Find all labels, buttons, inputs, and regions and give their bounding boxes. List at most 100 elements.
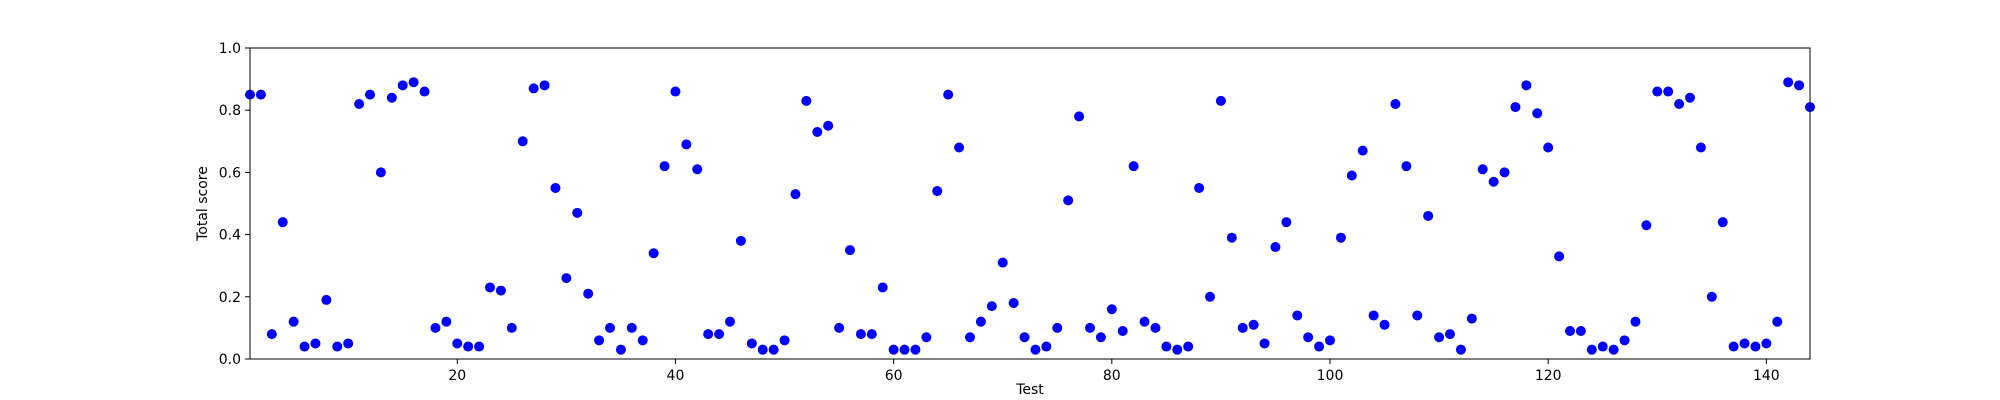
data-point <box>1259 338 1270 349</box>
data-point <box>539 80 550 91</box>
data-point <box>1172 344 1183 355</box>
data-point <box>485 282 495 293</box>
data-point <box>1510 102 1521 113</box>
y-tick-label: 0.6 <box>219 165 241 181</box>
data-points <box>245 77 1815 355</box>
data-point <box>1194 182 1205 193</box>
data-point <box>408 77 419 88</box>
data-point <box>1390 98 1401 109</box>
data-point <box>1575 326 1586 337</box>
data-point <box>1281 217 1292 228</box>
data-point <box>528 83 539 94</box>
data-point <box>1183 341 1194 352</box>
data-point <box>768 344 779 355</box>
data-point <box>550 182 561 193</box>
data-point <box>1739 338 1750 349</box>
data-point <box>1619 335 1630 346</box>
data-point <box>1117 326 1128 337</box>
data-point <box>986 301 997 312</box>
data-point <box>1794 80 1805 91</box>
data-point <box>615 344 626 355</box>
data-point <box>506 322 517 333</box>
data-point <box>1455 344 1466 355</box>
data-point <box>1630 316 1641 327</box>
data-point <box>1423 210 1434 221</box>
data-point <box>452 338 463 349</box>
data-point <box>670 86 681 97</box>
data-point <box>1368 310 1379 321</box>
data-point <box>1652 86 1663 97</box>
data-point <box>1346 170 1357 181</box>
data-point <box>812 126 823 137</box>
x-axis-ticks: 20 40 60 80 100 120 140 <box>448 359 1780 384</box>
data-point <box>888 344 899 355</box>
data-point <box>1434 332 1445 343</box>
data-point <box>845 245 855 256</box>
data-point <box>1783 77 1794 88</box>
data-point <box>1248 319 1259 330</box>
data-point <box>637 335 648 346</box>
data-point <box>703 329 714 340</box>
data-point <box>1314 341 1325 352</box>
data-point <box>1335 232 1346 243</box>
data-point <box>463 341 474 352</box>
data-point <box>332 341 343 352</box>
data-point <box>801 95 812 106</box>
data-point <box>921 332 932 343</box>
data-point <box>735 235 746 246</box>
data-point <box>1717 217 1728 228</box>
data-point <box>1226 232 1237 243</box>
data-point <box>495 285 506 296</box>
x-axis-label: Test <box>1015 382 1044 398</box>
data-point <box>1401 161 1412 172</box>
data-point <box>1292 310 1303 321</box>
data-point <box>1008 298 1019 309</box>
data-point <box>965 332 975 343</box>
data-point <box>266 329 277 340</box>
data-point <box>1608 344 1619 355</box>
data-point <box>1466 313 1477 324</box>
data-point <box>823 120 834 131</box>
data-point <box>288 316 299 327</box>
data-point <box>648 248 659 259</box>
data-point <box>1095 332 1106 343</box>
data-point <box>386 92 397 103</box>
data-point <box>932 186 943 197</box>
data-point <box>1641 220 1652 231</box>
data-point <box>1554 251 1565 262</box>
data-point <box>1412 310 1423 321</box>
data-point <box>1445 329 1455 340</box>
data-point <box>1586 344 1597 355</box>
data-point <box>354 98 365 109</box>
data-point <box>954 142 965 153</box>
x-tick-label: 40 <box>667 368 685 384</box>
data-point <box>692 164 703 175</box>
data-point <box>997 257 1008 268</box>
data-point <box>1728 341 1739 352</box>
data-point <box>790 189 801 200</box>
data-point <box>1488 176 1499 187</box>
x-tick-label: 80 <box>1103 368 1121 384</box>
x-tick-label: 20 <box>448 368 466 384</box>
data-point <box>255 89 266 100</box>
data-point <box>1052 322 1063 333</box>
data-point <box>1085 322 1095 333</box>
data-point <box>626 322 637 333</box>
data-point <box>419 86 430 97</box>
data-point <box>310 338 321 349</box>
data-point <box>1237 322 1248 333</box>
data-point <box>866 329 877 340</box>
y-tick-label: 0.4 <box>219 228 241 244</box>
data-point <box>975 316 986 327</box>
x-tick-label: 100 <box>1317 368 1344 384</box>
y-tick-label: 0.0 <box>219 352 241 368</box>
data-point <box>1597 341 1608 352</box>
data-point <box>343 338 354 349</box>
data-point <box>779 335 790 346</box>
y-tick-label: 1.0 <box>219 41 241 57</box>
data-point <box>365 89 375 100</box>
data-point <box>725 316 735 327</box>
data-point <box>1150 322 1161 333</box>
data-point <box>1019 332 1030 343</box>
